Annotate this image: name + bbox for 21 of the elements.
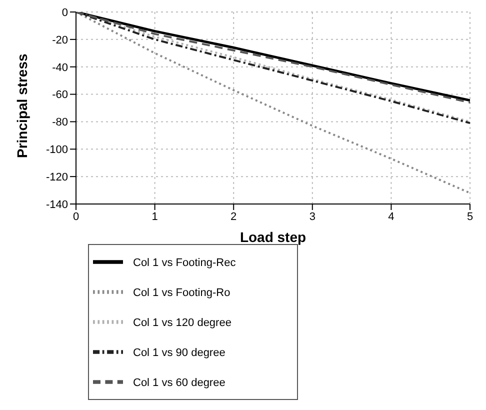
x-axis-title: Load step	[240, 229, 306, 245]
y-tick-label: -40	[52, 62, 68, 74]
y-tick-label: -60	[52, 89, 68, 102]
y-axis-title: Principal stress	[14, 54, 30, 158]
legend-label: Col 1 vs Footing-Rec	[133, 257, 236, 270]
x-tick-label: 2	[230, 210, 237, 223]
y-tick-label: 0	[62, 6, 68, 19]
legend-label: Col 1 vs Footing-Ro	[133, 287, 230, 300]
x-tick-label: 0	[72, 210, 80, 223]
x-tick-label: 5	[466, 210, 474, 223]
y-tick-label: -120	[46, 171, 68, 184]
y-tick-label: -20	[52, 34, 68, 46]
legend-label: Col 1 vs 60 degree	[133, 377, 226, 390]
x-tick-label: 3	[309, 210, 316, 223]
legend-label: Col 1 vs 120 degree	[133, 317, 232, 330]
legend-label: Col 1 vs 90 degree	[133, 347, 226, 360]
x-tick-label: 1	[152, 210, 158, 223]
y-tick-label: -100	[46, 144, 68, 156]
y-tick-label: -140	[46, 198, 68, 211]
y-tick-label: -80	[52, 116, 68, 129]
x-tick-label: 4	[388, 210, 394, 223]
